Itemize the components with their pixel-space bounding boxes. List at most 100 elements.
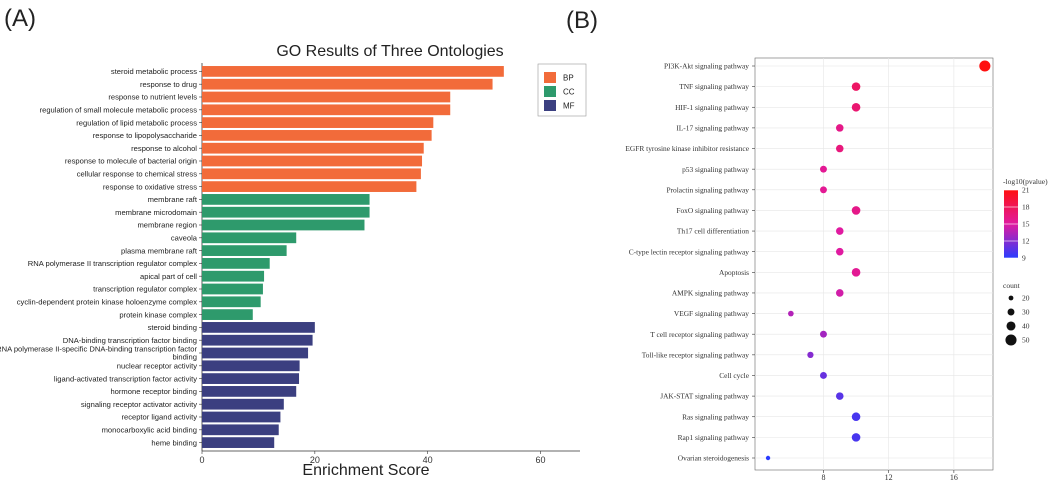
legend-label: CC: [563, 88, 575, 97]
x-tick-label: 16: [950, 473, 958, 480]
color-legend-title: -log10(pvalue): [1003, 177, 1048, 186]
dot: [835, 289, 844, 297]
color-bar-tick-label: 15: [1022, 220, 1030, 229]
bar: [202, 360, 300, 372]
bar: [202, 155, 423, 167]
bar: [202, 398, 284, 410]
category-label: membrane raft: [148, 195, 198, 204]
pathway-label: FoxO signaling pathway: [676, 206, 749, 215]
plot-area: [754, 57, 994, 471]
dot: [851, 412, 861, 422]
panel-b-label: (B): [566, 7, 598, 34]
bar: [202, 194, 370, 205]
dot: [851, 206, 861, 215]
pathway-label: Ovarian steroidogenesis: [678, 454, 749, 463]
bar: [202, 181, 417, 192]
pathway-label: PI3K-Akt signaling pathway: [664, 62, 749, 71]
pathway-label: JAK-STAT signaling pathway: [660, 392, 749, 401]
dot: [851, 82, 861, 91]
category-label: membrane region: [137, 221, 197, 230]
x-tick-label: 0: [199, 455, 204, 465]
category-label: apical part of cell: [140, 272, 197, 281]
pathway-label: EGFR tyrosine kinase inhibitor resistanc…: [625, 144, 749, 153]
x-tick-label: 60: [535, 455, 545, 465]
dot: [835, 247, 844, 256]
pathway-label: Apoptosis: [719, 268, 749, 277]
color-bar-tick-label: 9: [1022, 254, 1026, 263]
x-axis-label: Enrichment Score: [302, 462, 429, 479]
category-label: signaling receptor activator activity: [81, 400, 197, 409]
dot: [835, 227, 844, 235]
legend-label: MF: [563, 102, 575, 111]
dot: [820, 330, 827, 338]
bar: [202, 283, 263, 295]
bar: [202, 245, 287, 256]
size-legend-label: 40: [1022, 322, 1030, 331]
category-label: RNA polymerase II-specific DNA-binding t…: [0, 345, 197, 362]
bar: [202, 232, 297, 244]
category-label: cellular response to chemical stress: [77, 170, 197, 179]
category-label: cyclin-dependent protein kinase holoenzy…: [17, 298, 197, 307]
size-legend-dot: [1007, 308, 1015, 316]
size-legend-dot: [1008, 295, 1014, 301]
bar: [202, 117, 434, 128]
color-bar-tick-label: 21: [1022, 186, 1030, 195]
dot: [835, 144, 844, 153]
bar: [202, 78, 493, 90]
category-label: plasma membrane raft: [121, 246, 198, 255]
go-bar-chart: GO Results of Three Ontologies steroid m…: [0, 43, 587, 479]
size-legend-dot: [1006, 321, 1016, 331]
category-label: monocarboxylic acid binding: [102, 426, 197, 435]
bar: [202, 270, 265, 282]
pathway-label: IL-17 signaling pathway: [676, 123, 749, 132]
bar: [202, 347, 309, 359]
category-label: response to lipopolysaccharide: [93, 131, 197, 140]
dot: [851, 102, 861, 112]
bar: [202, 91, 451, 103]
pathway-label: C-type lectin receptor signaling pathway: [629, 247, 750, 256]
category-label: heme binding: [151, 438, 197, 447]
category-label: response to oxidative stress: [103, 182, 197, 191]
bar: [202, 322, 315, 333]
category-label: receptor ligand activity: [121, 413, 197, 422]
size-legend-label: 30: [1022, 308, 1030, 317]
category-label: regulation of lipid metabolic process: [76, 118, 197, 127]
dot: [851, 268, 861, 277]
size-legend-label: 20: [1022, 294, 1030, 303]
bar: [202, 334, 313, 346]
x-tick-label: 12: [885, 473, 893, 480]
x-tick-label: 8: [821, 473, 825, 480]
category-label: membrane microdomain: [115, 208, 197, 217]
legend-swatch: [544, 100, 556, 111]
dot: [765, 455, 771, 461]
dot: [835, 392, 844, 400]
legend-label: BP: [563, 74, 574, 83]
category-label: response to molecule of bacterial origin: [65, 157, 197, 166]
category-label: caveola: [171, 234, 198, 243]
legend-swatch: [544, 86, 556, 97]
pathway-label: T cell receptor signaling pathway: [650, 330, 749, 339]
color-bar-tick-label: 18: [1022, 203, 1030, 212]
pathway-label: TNF signaling pathway: [679, 82, 749, 91]
pathway-label: HIF-1 signaling pathway: [675, 103, 749, 112]
category-label: response to alcohol: [131, 144, 197, 153]
category-label: response to drug: [140, 80, 197, 89]
dot: [807, 351, 814, 358]
pathway-label: VEGF signaling pathway: [674, 309, 749, 318]
category-label: regulation of small molecule metabolic p…: [40, 106, 198, 115]
bar: [202, 373, 300, 384]
bar: [202, 424, 279, 436]
bar: [202, 437, 275, 448]
legend-swatch: [544, 72, 556, 83]
pathway-label: Cell cycle: [719, 371, 749, 380]
dot: [788, 310, 794, 317]
bar: [202, 66, 504, 77]
bar: [202, 142, 424, 154]
size-legend-label: 50: [1022, 336, 1030, 345]
panel-a-label: (A): [4, 5, 36, 32]
category-label: hormone receptor binding: [110, 387, 197, 396]
dot: [820, 165, 827, 173]
category-label: response to nutrient levels: [108, 93, 197, 102]
bar: [202, 130, 432, 141]
dot: [979, 60, 991, 72]
